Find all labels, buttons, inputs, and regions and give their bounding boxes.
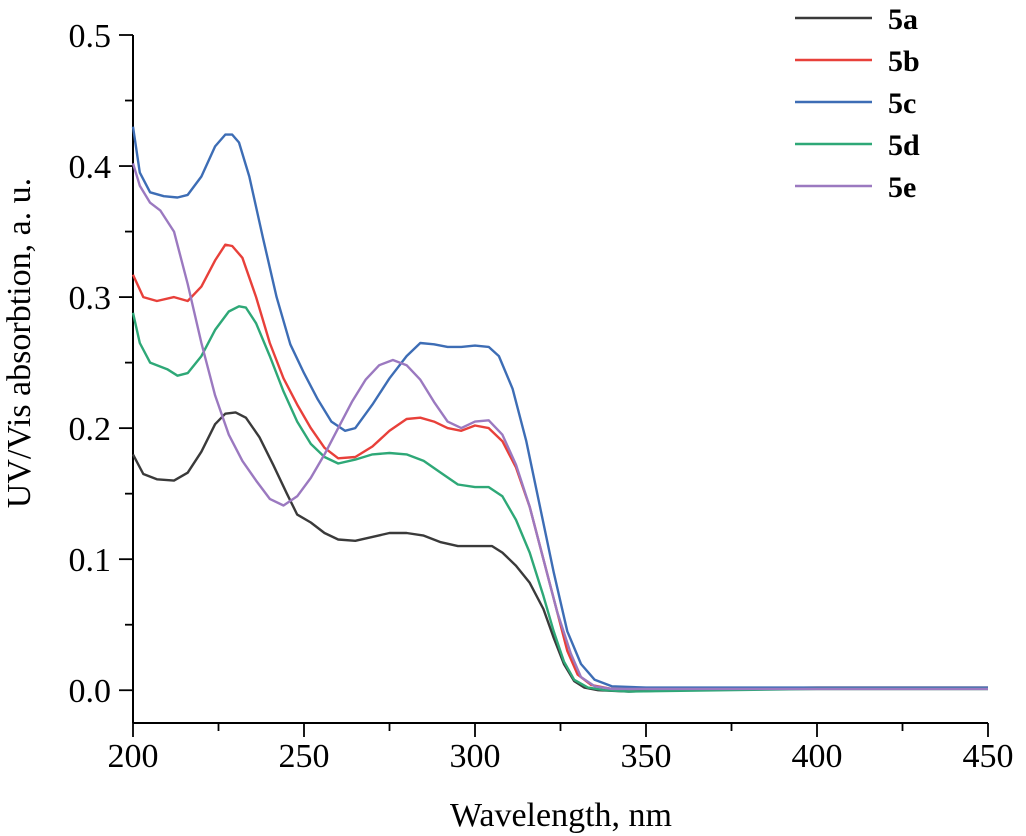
legend-label-5e: 5e [888, 171, 916, 204]
legend-label-5c: 5c [888, 87, 916, 120]
y-axis-title: UV/Vis absorbtion, a. u. [1, 178, 38, 508]
legend: 5a 5b 5c 5d 5e [795, 3, 920, 204]
x-tick-label: 400 [792, 738, 843, 775]
series-line-5c [131, 126, 988, 689]
legend-label-5a: 5a [888, 3, 918, 36]
legend-label-5b: 5b [888, 45, 920, 78]
series-layer [131, 126, 988, 693]
series-line-5e [131, 163, 988, 691]
series-line-5d [131, 305, 988, 693]
legend-label-5d: 5d [888, 129, 920, 162]
x-axis-title: Wavelength, nm [450, 797, 672, 834]
y-tick-label: 0.4 [69, 149, 112, 186]
x-tick-label: 300 [450, 738, 501, 775]
axes: 200 250 300 350 400 450 0.0 0.1 0.2 0.3 0.4 0.5 [69, 18, 1014, 775]
y-tick-label: 0.2 [69, 411, 112, 448]
series-line-5a [131, 411, 988, 693]
x-tick-label: 450 [963, 738, 1014, 775]
y-tick-label: 0.3 [69, 280, 112, 317]
y-tick-label: 0.5 [69, 18, 112, 55]
series-line-5b [131, 243, 988, 691]
x-tick-label: 200 [108, 738, 159, 775]
y-tick-label: 0.0 [69, 673, 112, 710]
x-tick-label: 250 [279, 738, 330, 775]
x-tick-label: 350 [621, 738, 672, 775]
y-tick-label: 0.1 [69, 542, 112, 579]
